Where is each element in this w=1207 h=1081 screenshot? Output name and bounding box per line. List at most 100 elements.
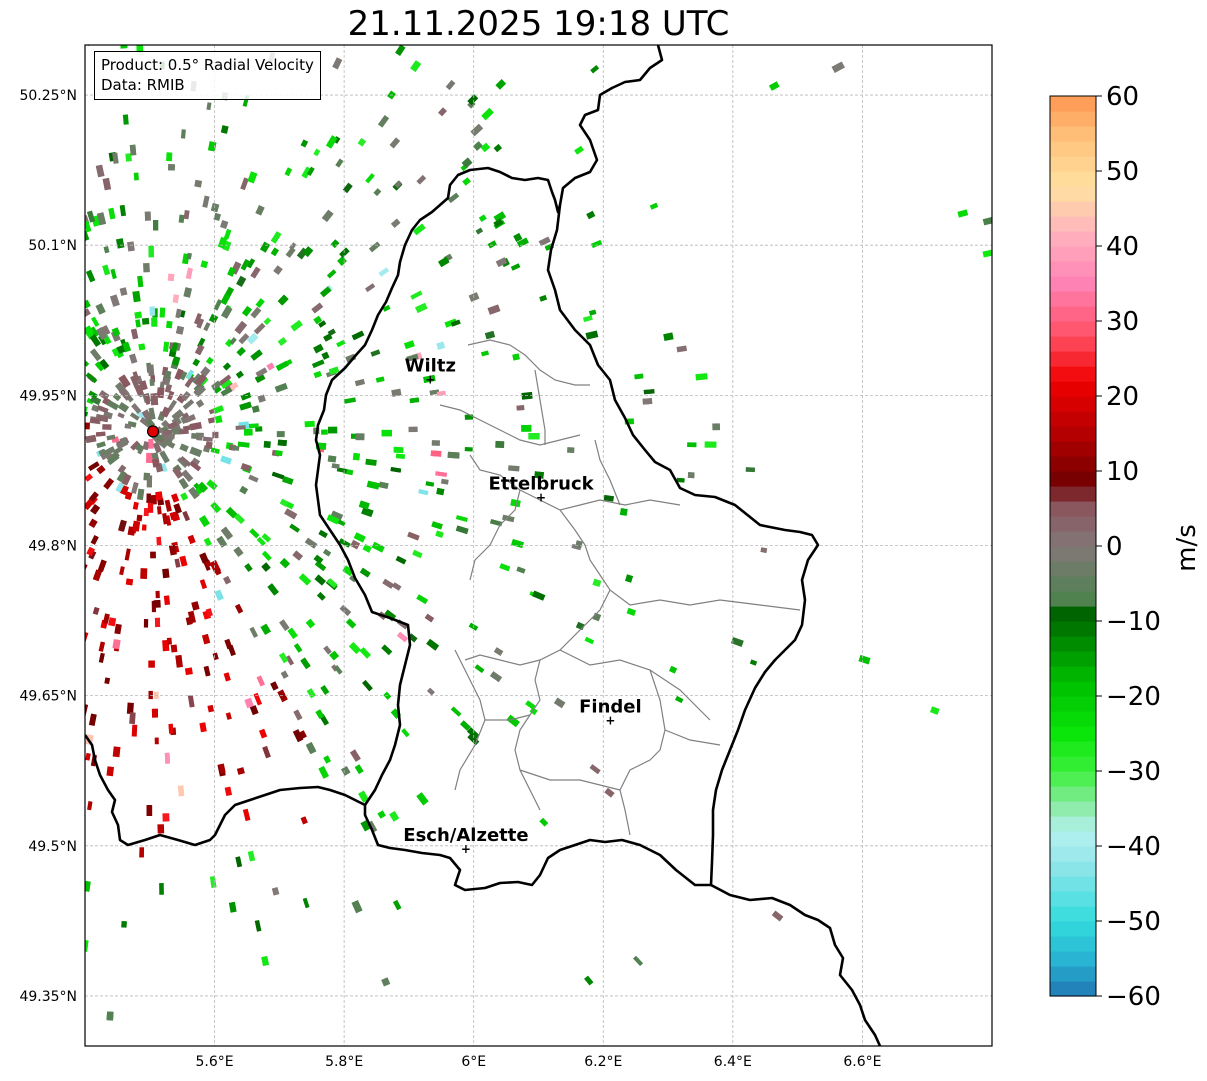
velocity-pixel bbox=[276, 431, 285, 438]
velocity-pixel bbox=[321, 209, 334, 223]
velocity-pixel bbox=[300, 657, 311, 670]
velocity-pixel bbox=[194, 373, 207, 387]
velocity-pixel bbox=[489, 671, 503, 683]
velocity-pixel bbox=[140, 568, 148, 579]
velocity-pixel bbox=[455, 515, 468, 523]
velocity-pixel bbox=[313, 315, 323, 325]
velocity-pixel bbox=[318, 320, 327, 328]
velocity-pixel bbox=[129, 412, 140, 421]
velocity-pixel bbox=[154, 617, 161, 628]
velocity-pixel bbox=[180, 129, 186, 139]
velocity-pixel bbox=[129, 353, 138, 364]
velocity-pixel bbox=[394, 180, 403, 189]
velocity-pixel bbox=[178, 477, 189, 490]
velocity-pixel bbox=[331, 463, 340, 469]
velocity-pixel bbox=[179, 555, 188, 567]
velocity-pixel bbox=[257, 394, 266, 403]
velocity-pixel bbox=[455, 525, 469, 535]
velocity-pixel bbox=[267, 583, 279, 596]
velocity-pixel bbox=[85, 434, 97, 444]
velocity-pixel bbox=[418, 489, 429, 496]
velocity-pixel bbox=[146, 475, 153, 488]
velocity-pixel bbox=[359, 567, 371, 578]
velocity-pixel bbox=[447, 192, 460, 204]
velocity-pixel bbox=[982, 216, 992, 226]
velocity-pixel bbox=[185, 267, 193, 280]
velocity-pixel bbox=[345, 353, 356, 363]
velocity-pixel bbox=[306, 166, 315, 176]
velocity-pixel bbox=[108, 617, 117, 627]
velocity-pixel bbox=[85, 939, 89, 952]
velocity-pixel bbox=[495, 78, 507, 90]
velocity-pixel bbox=[381, 644, 393, 656]
velocity-pixel bbox=[745, 467, 756, 473]
velocity-pixel bbox=[749, 659, 758, 666]
velocity-pixel bbox=[85, 299, 91, 309]
velocity-pixel bbox=[150, 551, 156, 559]
velocity-pixel bbox=[86, 269, 96, 283]
velocity-pixel bbox=[184, 414, 196, 423]
velocity-pixel bbox=[430, 450, 442, 457]
velocity-pixel bbox=[538, 236, 551, 247]
velocity-pixel bbox=[172, 294, 180, 304]
velocity-pixel bbox=[220, 386, 233, 397]
velocity-pixel bbox=[170, 644, 178, 653]
velocity-pixel bbox=[467, 94, 479, 106]
velocity-pixel bbox=[436, 487, 445, 496]
velocity-pixel bbox=[148, 439, 154, 449]
velocity-pixel bbox=[134, 384, 144, 396]
velocity-pixel bbox=[318, 529, 328, 539]
velocity-pixel bbox=[119, 287, 128, 296]
velocity-pixel bbox=[271, 887, 280, 896]
velocity-pixel bbox=[96, 441, 106, 449]
velocity-pixel bbox=[103, 477, 115, 490]
velocity-pixel bbox=[280, 670, 289, 679]
velocity-pixel bbox=[112, 152, 119, 164]
velocity-pixel bbox=[382, 578, 394, 589]
velocity-pixel bbox=[395, 453, 406, 459]
velocity-pixel bbox=[510, 263, 521, 271]
velocity-pixel bbox=[112, 746, 121, 758]
velocity-pixel bbox=[377, 115, 390, 128]
velocity-pixel bbox=[134, 311, 142, 319]
velocity-pixel bbox=[768, 81, 780, 91]
velocity-pixel bbox=[521, 424, 532, 432]
velocity-pixel bbox=[196, 435, 203, 441]
velocity-pixel bbox=[181, 469, 194, 482]
velocity-pixel bbox=[168, 544, 177, 556]
velocity-pixel bbox=[284, 167, 293, 177]
velocity-pixel bbox=[115, 381, 125, 392]
velocity-pixel bbox=[224, 786, 233, 797]
velocity-pixel bbox=[253, 692, 263, 706]
velocity-pixel bbox=[464, 447, 473, 452]
velocity-pixel bbox=[170, 493, 180, 503]
velocity-pixel bbox=[143, 393, 151, 405]
velocity-pixel bbox=[135, 319, 141, 328]
velocity-pixel bbox=[156, 536, 162, 546]
velocity-pixel bbox=[182, 510, 191, 522]
canton-borders bbox=[439, 339, 801, 836]
velocity-pixel bbox=[154, 737, 159, 745]
velocity-pixel bbox=[695, 373, 708, 381]
velocity-pixel bbox=[239, 401, 252, 411]
velocity-pixel bbox=[313, 343, 324, 354]
velocity-pixel bbox=[584, 975, 594, 986]
velocity-pixel bbox=[164, 383, 173, 393]
velocity-pixel bbox=[256, 536, 266, 547]
velocity-pixel bbox=[213, 299, 223, 311]
velocity-pixel bbox=[216, 535, 228, 548]
velocity-pixel bbox=[567, 447, 575, 453]
velocity-pixel bbox=[521, 391, 533, 400]
velocity-pixel bbox=[106, 400, 119, 411]
velocity-pixel bbox=[174, 558, 181, 568]
velocity-pixel bbox=[130, 440, 141, 451]
velocity-pixel bbox=[193, 313, 202, 325]
velocity-pixel bbox=[85, 357, 90, 367]
velocity-pixel bbox=[166, 637, 172, 645]
velocity-pixel bbox=[214, 415, 223, 424]
velocity-pixel bbox=[124, 491, 133, 500]
velocity-pixel bbox=[321, 351, 330, 360]
velocity-pixel bbox=[330, 510, 344, 521]
velocity-pixel bbox=[299, 730, 307, 739]
